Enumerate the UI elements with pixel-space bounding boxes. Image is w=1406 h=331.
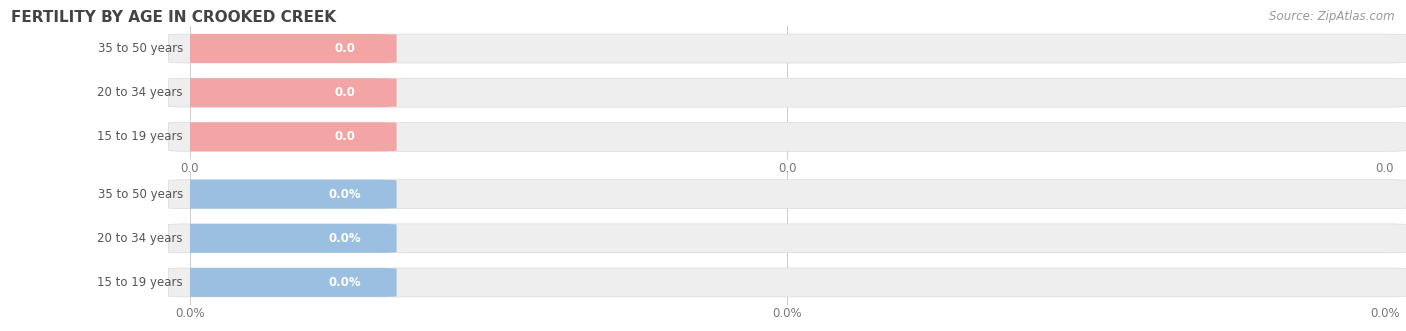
- Text: 0.0%: 0.0%: [329, 188, 361, 201]
- Text: 0.0: 0.0: [335, 130, 356, 143]
- FancyBboxPatch shape: [169, 78, 396, 107]
- FancyBboxPatch shape: [169, 78, 1406, 107]
- Text: FERTILITY BY AGE IN CROOKED CREEK: FERTILITY BY AGE IN CROOKED CREEK: [11, 10, 336, 25]
- Text: 35 to 50 years: 35 to 50 years: [97, 188, 183, 201]
- Text: 35 to 50 years: 35 to 50 years: [97, 42, 183, 55]
- Text: 0.0: 0.0: [335, 42, 356, 55]
- FancyBboxPatch shape: [169, 180, 1406, 209]
- Text: 20 to 34 years: 20 to 34 years: [97, 86, 183, 99]
- FancyBboxPatch shape: [169, 268, 396, 297]
- Text: 20 to 34 years: 20 to 34 years: [97, 232, 183, 245]
- FancyBboxPatch shape: [169, 180, 396, 209]
- FancyBboxPatch shape: [169, 34, 396, 63]
- FancyBboxPatch shape: [169, 122, 1406, 151]
- Text: 15 to 19 years: 15 to 19 years: [97, 130, 183, 143]
- FancyBboxPatch shape: [169, 122, 396, 151]
- Text: 0.0%: 0.0%: [329, 276, 361, 289]
- Text: 15 to 19 years: 15 to 19 years: [97, 276, 183, 289]
- FancyBboxPatch shape: [169, 224, 396, 253]
- Text: 0.0%: 0.0%: [329, 232, 361, 245]
- FancyBboxPatch shape: [169, 224, 1406, 253]
- FancyBboxPatch shape: [169, 268, 1406, 297]
- FancyBboxPatch shape: [169, 34, 1406, 63]
- Text: Source: ZipAtlas.com: Source: ZipAtlas.com: [1270, 10, 1395, 23]
- Text: 0.0: 0.0: [335, 86, 356, 99]
